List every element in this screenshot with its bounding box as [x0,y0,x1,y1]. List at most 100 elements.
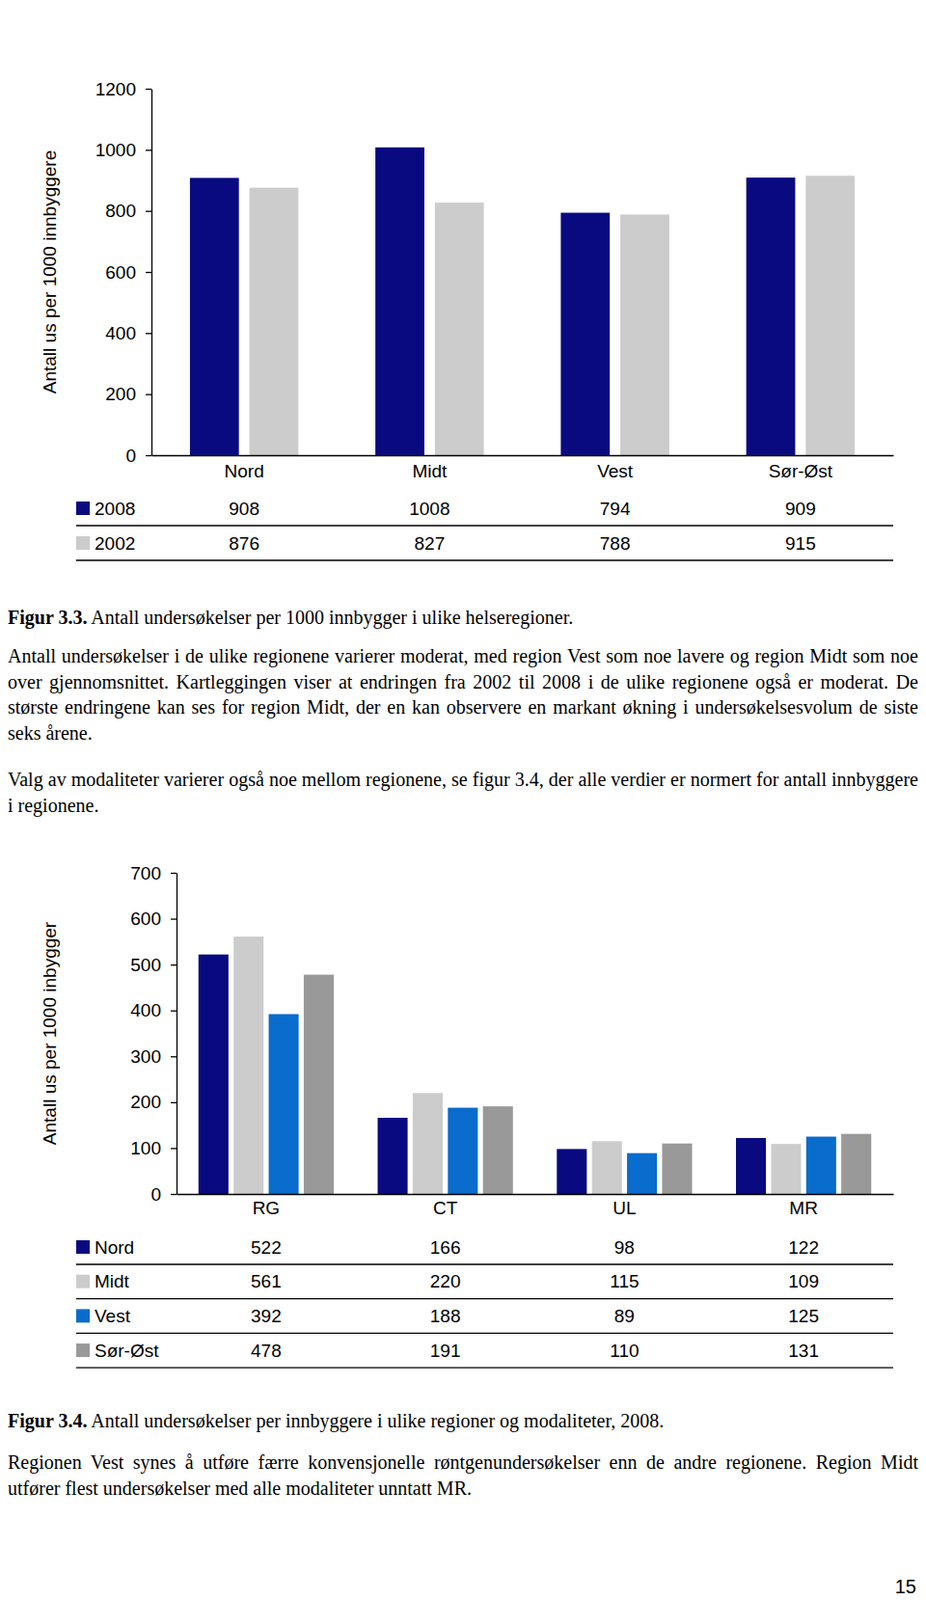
x-axis: RGCTULMR [177,1195,895,1220]
bar [661,1143,692,1195]
tick: 0 [125,445,152,466]
caption-text: Antall undersøkelser per innbyggere i ul… [90,1410,664,1432]
table-value: 125 [788,1306,819,1327]
bar [626,1153,657,1195]
tick-mark [145,455,152,457]
table-value: 909 [785,498,817,519]
legend-swatch [76,1308,90,1323]
caption-text: Antall undersøkelser per 1000 innbygger … [90,606,573,628]
paragraph: Valg av modaliteter varierer også noe me… [7,766,919,818]
tick-label: 0 [150,1184,162,1205]
table-value: 876 [228,533,260,554]
page-charts: 020040060080010001200NordMidtVestSør-Øst… [0,0,926,1600]
table-value: 98 [614,1237,635,1258]
tick: RG [252,1198,281,1219]
tick-mark [145,394,152,396]
bar [303,975,334,1195]
tick-label: Midt [411,461,448,482]
axis-line [152,455,895,457]
tick-mark [170,964,177,966]
tick-mark [170,1147,177,1149]
table-value: 1008 [408,498,450,519]
legend-label: 2002 [94,533,136,554]
tick-label: Sør-Øst [768,461,834,482]
tick: Sør-Øst [768,461,834,482]
bar [249,188,300,456]
legend-swatch [76,536,90,550]
table-value: 788 [599,533,631,554]
bar [746,177,796,456]
tick: 400 [130,1000,177,1021]
tick-label: 500 [130,954,162,976]
table-value: 915 [785,533,817,554]
tick-label: RG [252,1198,281,1219]
figure-caption: Figur 3.3. Antall undersøkelser per 1000… [7,604,919,631]
table-value: 166 [430,1237,462,1258]
tick: 800 [105,200,152,221]
bar [592,1141,623,1195]
page-number: 15 [895,1576,917,1599]
table-value: 131 [788,1340,819,1362]
axis-line [177,1194,895,1196]
tick: 200 [130,1091,177,1113]
tick: Vest [597,461,634,482]
legend-label: Midt [94,1271,131,1292]
tick: 1000 [95,139,152,161]
tick: 600 [130,908,177,929]
tick: 500 [130,954,177,976]
table-value: 220 [430,1271,462,1292]
legend-label: Vest [94,1306,132,1327]
tick-mark [170,918,177,920]
bars [190,147,855,456]
table-rule [76,1263,894,1265]
legend-swatch [76,501,90,516]
table-value: 109 [788,1271,819,1292]
tick: 1200 [95,79,152,100]
bar [806,1137,837,1195]
bar [190,177,240,456]
tick: 700 [130,863,177,884]
bar [805,175,855,456]
legend-swatch [76,1240,90,1254]
legend-swatch [76,1275,90,1289]
tick: Midt [411,461,448,482]
table-value: 827 [414,533,446,554]
paragraph: Regionen Vest synes å utføre færre konve… [7,1449,919,1501]
tick-label: 0 [125,445,137,466]
axis-title: Antall us per 1000 innbyggere [39,150,60,394]
table-value: 561 [250,1271,282,1292]
tick: 400 [105,323,152,344]
x-axis: Nord Midt Vest Sør-Øst [152,456,895,483]
table-value: 188 [430,1306,462,1327]
legend-label: Nord [94,1237,135,1258]
bar [378,1117,409,1195]
figure-label: Figur 3.4. [7,1410,87,1432]
table-rule [76,559,894,561]
tick-mark [170,872,177,874]
tick: 600 [105,262,152,283]
table-value: 115 [609,1271,639,1292]
legend-label: Sør-Øst [94,1340,160,1362]
legend-label: 2008 [94,498,136,519]
bar [375,147,425,456]
tick-mark [145,149,152,151]
figure-label: Figur 3.3. [7,606,87,628]
tick-label: 400 [130,1000,162,1021]
tick-mark [145,272,152,273]
tick-label: 200 [105,383,137,405]
tick-label: 100 [130,1138,162,1159]
tick-label: Nord [224,461,265,482]
y-axis: 0 100 200 300 400 500 600 700 [130,863,177,1205]
data-table: Nord52216698122Midt561220115109Vest39218… [76,1237,894,1369]
bar [269,1014,300,1195]
bar [412,1092,443,1195]
chart: 0100200300400500600700RGCTULMRAntall us … [39,863,895,1369]
axis-line [151,89,153,457]
tick-label: 800 [105,200,137,221]
chart: 0 200 400 600 800 1000 1200 Nord Midt Vest Sør-Øst… [39,79,895,561]
legend-swatch [76,1343,90,1358]
bar [770,1143,801,1195]
tick-label: 400 [105,323,137,344]
bar [435,202,485,456]
tick: 300 [130,1046,177,1067]
